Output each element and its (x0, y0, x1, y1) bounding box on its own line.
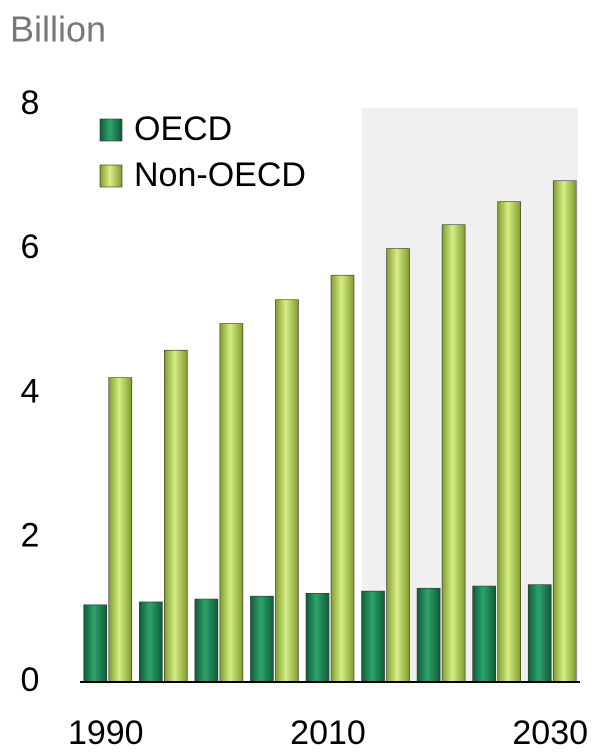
x-tick-label: 1990 (68, 714, 144, 752)
bar (164, 349, 188, 683)
chart-title: Billion (10, 9, 106, 50)
bar (361, 590, 385, 683)
y-tick-label: 8 (21, 84, 40, 122)
legend-swatch (99, 164, 123, 188)
y-tick-label: 2 (21, 517, 40, 555)
bar (552, 180, 577, 683)
legend-swatch (99, 118, 123, 142)
bar (219, 323, 244, 683)
y-tick-label: 6 (21, 228, 40, 266)
bar (250, 595, 274, 683)
y-tick-label: 0 (21, 661, 40, 699)
bar (83, 604, 108, 683)
legend-label: Non-OECD (134, 156, 306, 194)
bar (416, 587, 441, 683)
x-tick-label: 2030 (512, 714, 588, 752)
bar (330, 274, 355, 683)
bar (527, 584, 552, 683)
bar (108, 377, 133, 683)
bar (139, 601, 163, 683)
bar (305, 592, 330, 683)
bar (497, 201, 521, 683)
bar (194, 598, 219, 683)
legend-label: OECD (134, 110, 232, 148)
bar (472, 585, 496, 683)
bar (275, 299, 299, 683)
x-tick-label: 2010 (290, 714, 366, 752)
bar (441, 224, 466, 683)
bar (386, 248, 410, 683)
y-tick-label: 4 (21, 372, 40, 410)
